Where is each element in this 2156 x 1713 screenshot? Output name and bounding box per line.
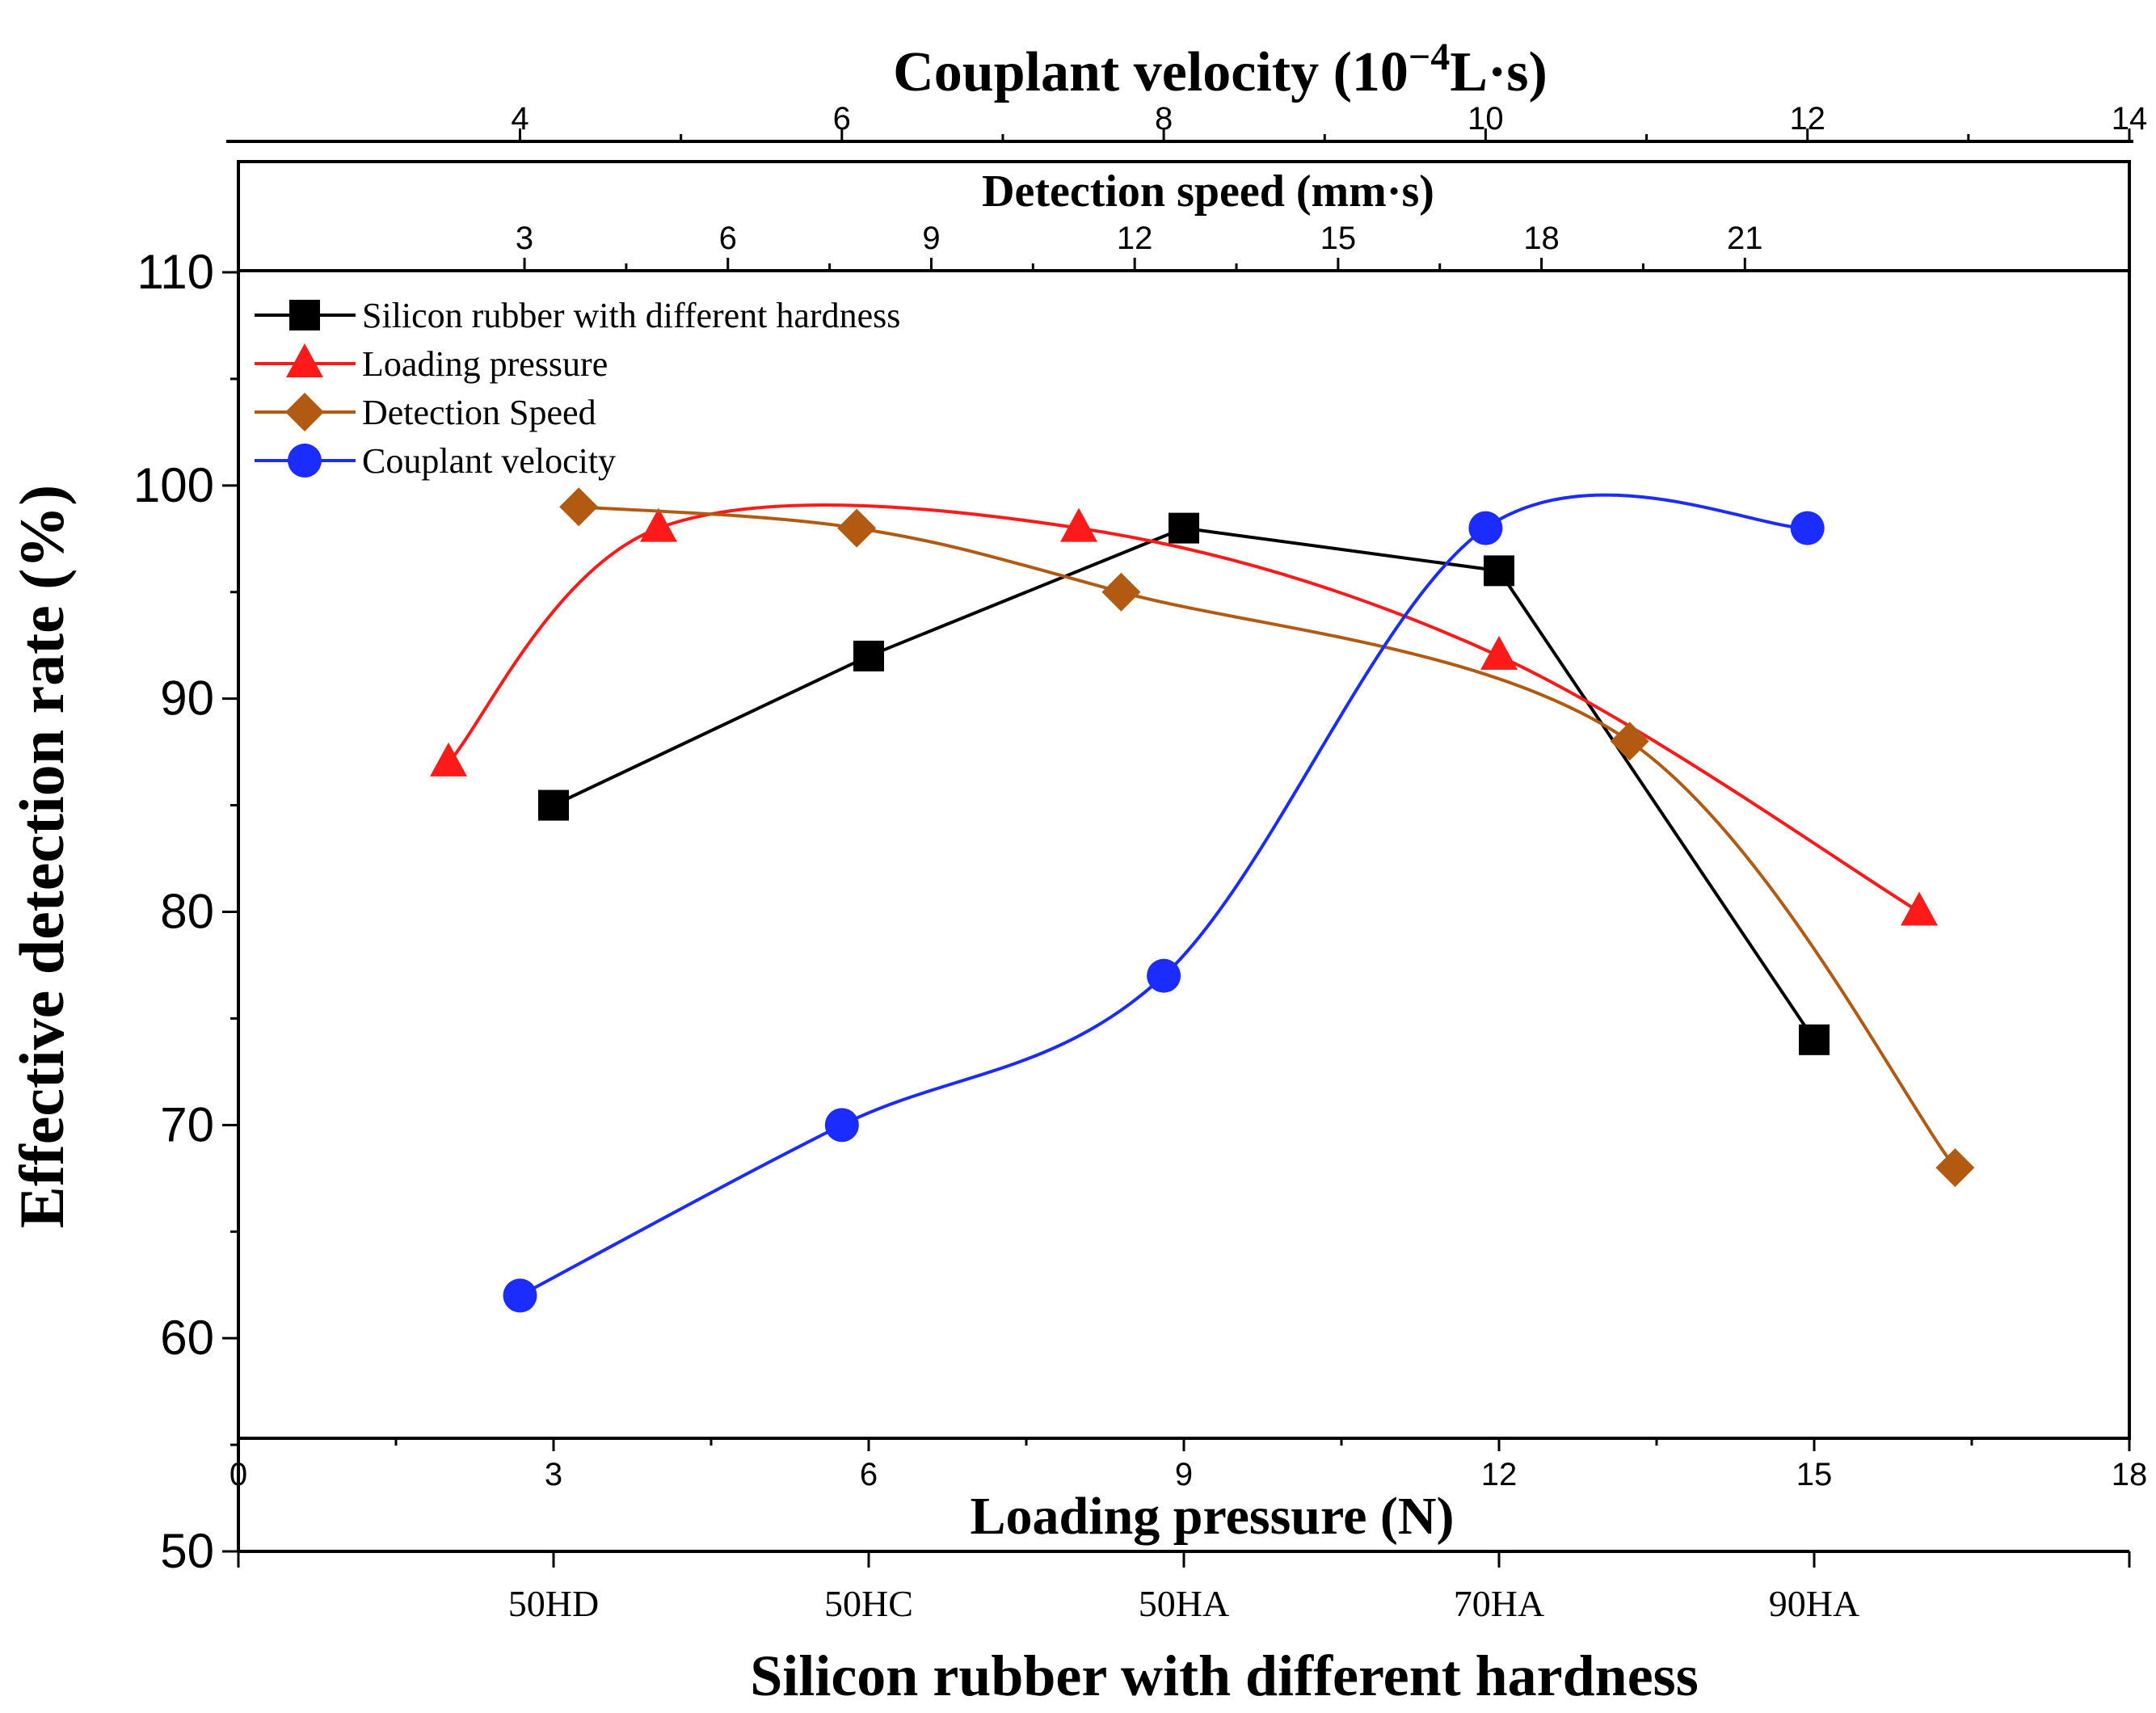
y-tick-label: 100 <box>133 458 214 512</box>
couplant-axis-title: Couplant velocity (10−4L·s) <box>893 36 1548 103</box>
series-couplant-velocity <box>503 493 1825 1313</box>
data-point <box>559 487 599 527</box>
bottom_loading-tick-label: 3 <box>545 1457 562 1492</box>
top_couplant-tick-label: 6 <box>833 101 851 137</box>
y-tick-label: 90 <box>160 671 214 726</box>
top_detection-tick-label: 9 <box>922 221 940 256</box>
bottom_loading-tick-label: 9 <box>1175 1457 1193 1492</box>
loading-axis-title: Loading pressure (N) <box>971 1487 1455 1546</box>
data-point <box>824 1108 859 1143</box>
top_couplant-tick-label: 4 <box>511 101 528 137</box>
data-point <box>1480 635 1518 670</box>
data-point <box>1101 572 1141 612</box>
bottom-category-axis: 50HD 50HC 50HA 70HA 90HA Silicon rubber with… <box>237 1551 2131 1708</box>
top_detection-tick-label: 18 <box>1523 221 1560 256</box>
data-point <box>640 507 677 542</box>
y-axis-title: Effective detection rate (%) <box>6 485 77 1228</box>
data-point <box>1060 507 1097 542</box>
top_detection-tick-label: 21 <box>1727 221 1763 256</box>
category-tick-label: 50HD <box>508 1583 599 1624</box>
data-point <box>1901 891 1938 926</box>
bottom_loading-tick-label: 18 <box>2112 1457 2148 1492</box>
top_couplant-tick-label: 10 <box>1468 101 1504 137</box>
y-tick-label: 60 <box>160 1311 214 1365</box>
legend-label: Detection Speed <box>362 393 596 432</box>
series-detection-speed <box>559 487 1975 1188</box>
category-tick-label: 90HA <box>1769 1583 1859 1624</box>
category-tick-label: 50HC <box>824 1583 913 1624</box>
top_detection-tick-label: 15 <box>1320 221 1357 256</box>
category-tick-label: 70HA <box>1454 1583 1544 1624</box>
top-couplant-axis: 4 6 8 10 12 14 Couplant velocity (10−4L·s) <box>226 36 2148 143</box>
top_couplant-tick-label: 8 <box>1155 101 1173 137</box>
detection-axis-title: Detection speed (mm·s) <box>982 166 1434 217</box>
y-tick-label: 50 <box>160 1524 214 1578</box>
top_couplant-tick-label: 14 <box>2112 101 2148 137</box>
series-loading-pressure <box>430 503 1938 926</box>
data-point <box>538 789 569 821</box>
series-silicon-rubber-with-different-hardness <box>538 512 1830 1055</box>
top_detection-tick-label: 12 <box>1117 221 1153 256</box>
data-point <box>503 1278 537 1313</box>
data-point <box>1799 1024 1830 1055</box>
bottom_loading-tick-label: 12 <box>1481 1457 1518 1492</box>
y-tick-label: 80 <box>160 885 214 939</box>
data-point <box>837 508 877 548</box>
bottom-loading-axis: 0 3 6 9 12 15 18 Loading pressure (N) <box>229 1438 2147 1546</box>
top_detection-tick-label: 3 <box>516 221 533 256</box>
y-tick-label: 110 <box>137 245 214 299</box>
data-point <box>1790 511 1825 545</box>
category-tick-label: 50HA <box>1139 1583 1229 1624</box>
y-tick-label: 70 <box>160 1097 214 1151</box>
legend-marker <box>289 300 320 330</box>
legend: Silicon rubber with different hardness Lo… <box>255 296 900 481</box>
data-point <box>1468 511 1503 545</box>
top_detection-tick-label: 6 <box>719 221 737 256</box>
legend-label: Couplant velocity <box>362 441 616 481</box>
bottom_loading-tick-label: 0 <box>229 1457 247 1492</box>
top_couplant-tick-label: 12 <box>1789 101 1825 137</box>
series-layer <box>430 487 1975 1313</box>
legend-marker <box>288 444 322 478</box>
data-point <box>853 640 884 671</box>
series-line <box>447 503 1921 914</box>
legend-marker <box>285 393 324 431</box>
legend-marker <box>286 343 323 377</box>
legend-label: Loading pressure <box>362 344 608 384</box>
data-point <box>1610 722 1649 761</box>
data-point <box>1169 512 1199 544</box>
series-line <box>553 526 1816 1041</box>
top-detection-axis: 3 6 9 12 15 18 21 Detection speed (mm·s) <box>238 166 2129 272</box>
series-line <box>519 493 1808 1298</box>
data-point <box>430 742 467 777</box>
category-axis-title: Silicon rubber with different hardness <box>750 1644 1698 1708</box>
bottom_loading-tick-label: 15 <box>1796 1457 1833 1492</box>
series-line <box>579 505 1956 1169</box>
data-point <box>1935 1148 1975 1188</box>
data-point <box>1484 555 1514 587</box>
y-axis: 50 60 70 80 90 100 110 <box>133 245 238 1578</box>
data-point <box>1147 958 1181 993</box>
legend-label: Silicon rubber with different hardness <box>362 296 900 335</box>
bottom_loading-tick-label: 6 <box>860 1457 878 1492</box>
